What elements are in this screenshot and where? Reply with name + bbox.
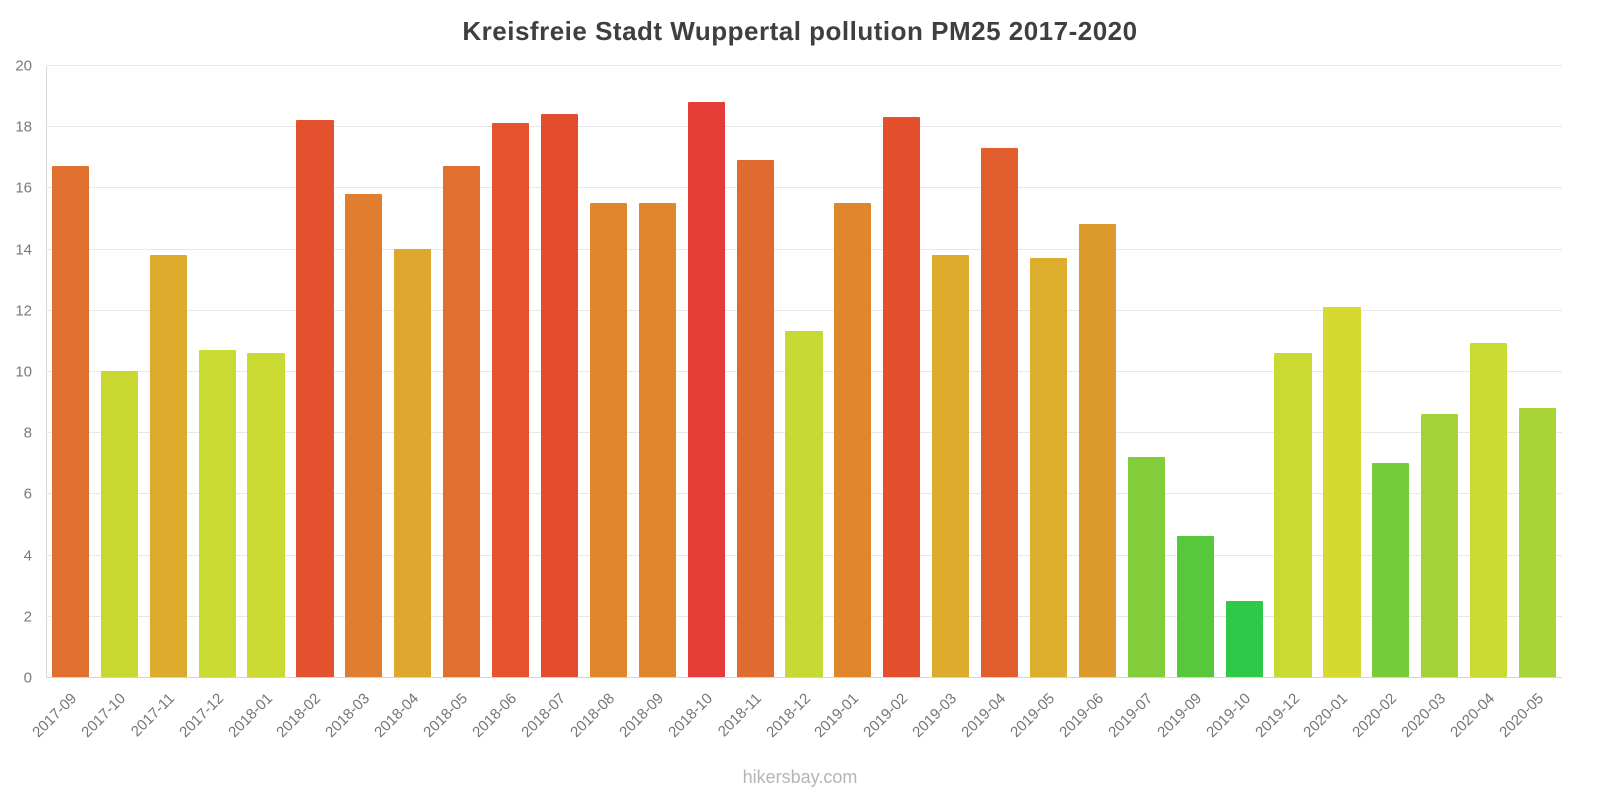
bar-2019-02[interactable] [883, 117, 921, 677]
y-tick-label: 0 [23, 669, 32, 687]
bar-2018-02[interactable] [296, 120, 334, 677]
y-axis: 0 2 4 6 8 10 12 14 16 18 20 [0, 58, 40, 687]
bar-2018-01[interactable] [247, 352, 285, 677]
bar-2018-08[interactable] [589, 202, 627, 677]
bar-2019-03[interactable] [932, 254, 970, 677]
watermark-text: hikersbay.com [742, 767, 858, 787]
bar-2019-05[interactable] [1029, 257, 1068, 677]
bar-2018-06[interactable] [491, 123, 530, 677]
bar-2019-07[interactable] [1127, 456, 1165, 677]
y-tick-label: 16 [15, 179, 32, 197]
bar-2018-10[interactable] [687, 101, 725, 677]
bar-2019-04[interactable] [981, 147, 1019, 677]
y-tick-label: 14 [15, 241, 32, 259]
gridline [46, 65, 1562, 66]
bar-2019-06[interactable] [1078, 224, 1116, 677]
gridline [46, 309, 1562, 311]
y-tick-label: 20 [15, 57, 32, 75]
x-axis-line [46, 677, 1562, 678]
y-tick-label: 8 [23, 424, 32, 442]
bar-2018-12[interactable] [785, 331, 823, 677]
bar-2020-03[interactable] [1421, 413, 1459, 677]
gridline [46, 248, 1562, 250]
bar-2017-12[interactable] [198, 349, 236, 677]
bar-2019-10[interactable] [1225, 600, 1263, 677]
y-tick-label: 10 [15, 363, 32, 381]
bar-2018-09[interactable] [638, 202, 676, 677]
bar-2017-11[interactable] [149, 254, 187, 677]
x-slot: 2020-05 [1496, 680, 1562, 764]
bar-2020-02[interactable] [1372, 462, 1410, 677]
x-tick-label: 2017-09 [29, 690, 81, 741]
y-tick-label: 6 [23, 485, 32, 503]
bar-2020-01[interactable] [1323, 306, 1361, 677]
bar-2018-07[interactable] [540, 113, 579, 677]
bar-2019-01[interactable] [834, 202, 872, 677]
bar-2018-03[interactable] [345, 193, 383, 677]
bar-2017-09[interactable] [51, 165, 90, 677]
y-tick-label: 12 [15, 302, 32, 320]
bar-2020-04[interactable] [1470, 343, 1508, 677]
y-axis-line [46, 66, 47, 678]
gridline [46, 187, 1562, 189]
y-tick-label: 2 [23, 608, 32, 626]
x-axis: 2017-09 2017-10 2017-11 2017-12 2018-01 2018-… [29, 680, 1562, 764]
bar-2018-04[interactable] [394, 248, 432, 677]
bar-2019-12[interactable] [1274, 352, 1312, 677]
bar-2019-09[interactable] [1176, 536, 1214, 677]
bar-2020-05[interactable] [1518, 407, 1557, 677]
bar-2017-10[interactable] [100, 371, 138, 677]
chart-title: Kreisfreie Stadt Wuppertal pollution PM2… [462, 16, 1138, 46]
bar-2018-11[interactable] [736, 159, 774, 677]
plot-area [46, 65, 1562, 678]
gridline [46, 126, 1562, 128]
bar-2018-05[interactable] [443, 165, 481, 677]
y-tick-label: 18 [15, 118, 32, 136]
y-tick-label: 4 [23, 547, 32, 565]
